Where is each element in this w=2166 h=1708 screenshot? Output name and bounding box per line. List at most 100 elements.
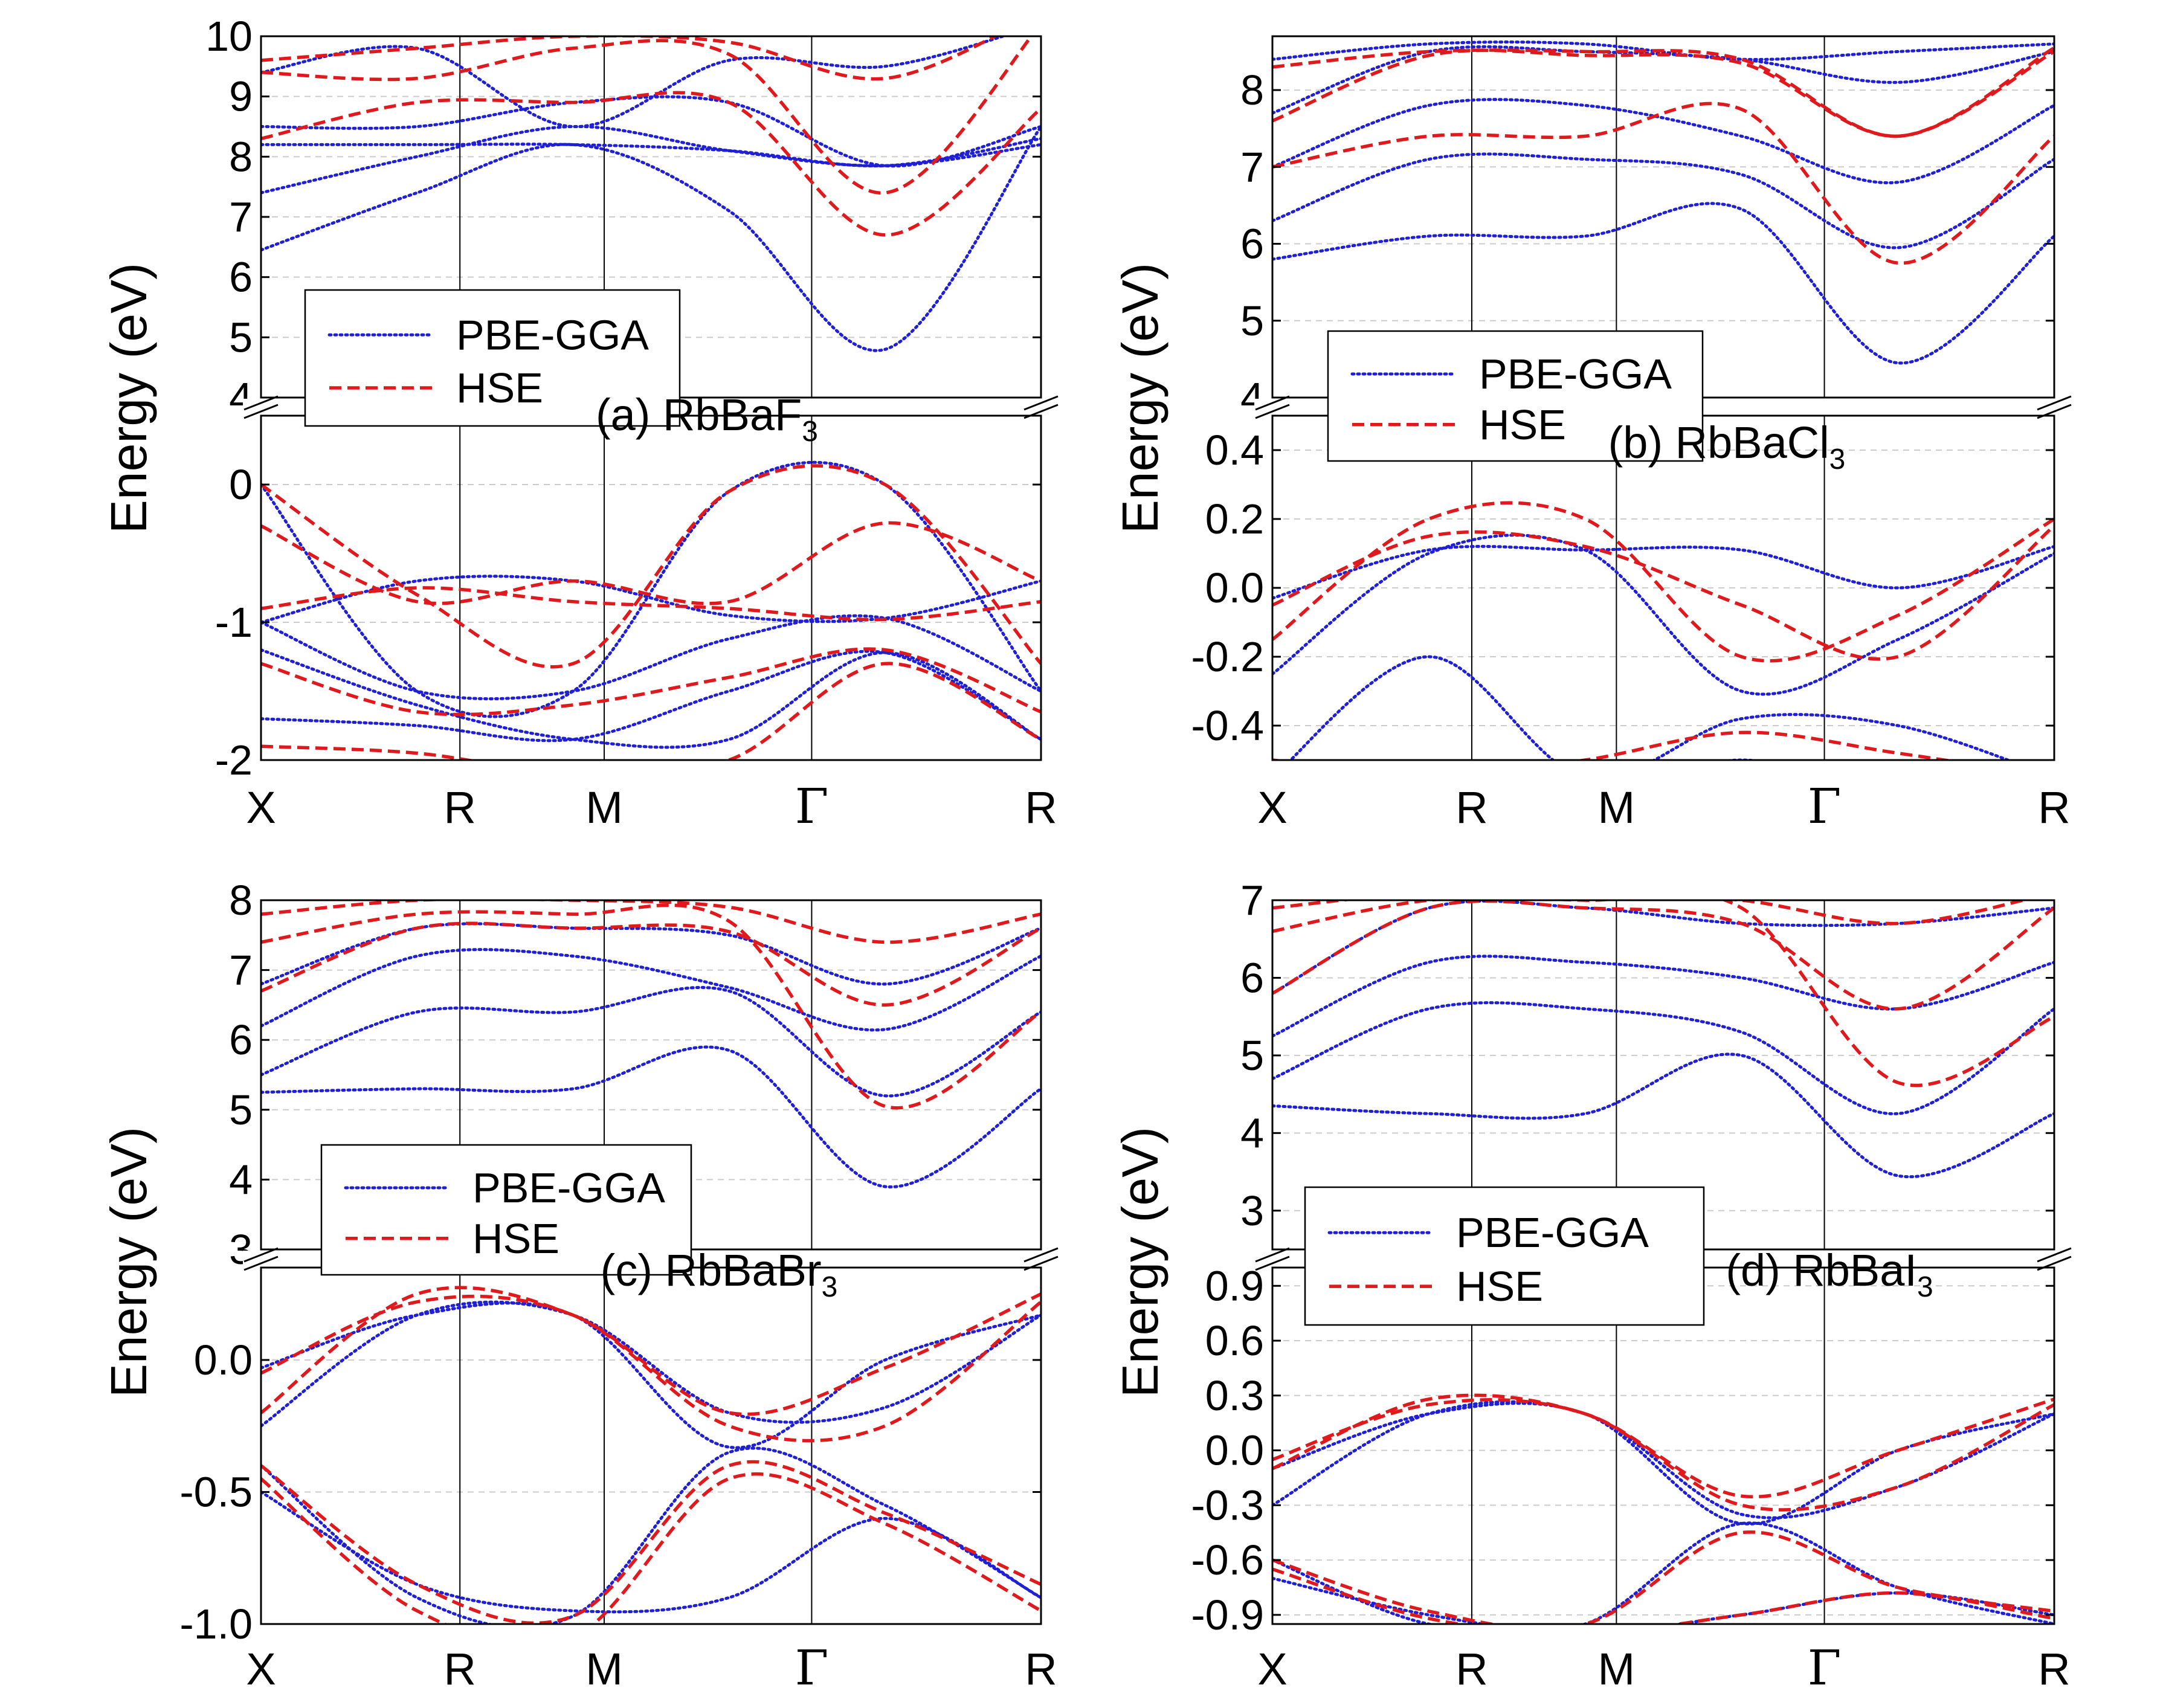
pbe-band [1272,1402,2054,1526]
hse-band [1272,900,2054,1088]
pbe-band [261,614,1041,701]
panel-3: 3 4 5 6 7 8 -1.0 -0.5 0.0 X R M Γ R Energy (eV) PBE-GGA… [100,877,1059,1696]
legend-box [304,289,681,427]
upper-bands [261,36,1041,352]
ytick-label: 0.0 [194,1336,253,1384]
hse-band [1272,1398,2054,1512]
pbe-band [261,649,1041,743]
axis-break [2037,404,2072,419]
panel-title-main: (b) RbBaCl [1608,417,1829,468]
axis-break [1255,1247,1290,1263]
hse-band [261,36,999,81]
axis-break [2037,395,2072,411]
axis-break [2037,1255,2072,1271]
hse-band [261,1472,1041,1624]
hse-band [261,91,1041,237]
panel-title-main: (a) RbBaF [596,390,802,440]
hse-band [1272,48,2054,138]
panel-title: (d) RbBaI3 [1726,1245,1933,1303]
pbe-band [1721,758,1763,760]
pbe-band [1272,98,2054,184]
hse-band [261,521,1041,605]
lower-bands [1272,1393,2054,1624]
kpoint-label: Γ [795,778,829,834]
ytick-label: 4 [1240,1109,1264,1156]
kpoint-label: M [585,782,623,833]
kpoint-label: R [1455,782,1488,833]
axis-break [243,1255,279,1271]
panel-title-subscript: 3 [802,416,818,448]
ytick-label: 0.0 [1205,1427,1264,1474]
hse-band [261,662,1041,760]
ytick-label: -1 [215,599,253,646]
panel-title: (c) RbBaBr3 [601,1245,838,1303]
legend-pbe-label: PBE-GGA [1456,1209,1649,1256]
legend-hse-label: HSE [1479,401,1566,448]
panel-title-subscript: 3 [1829,443,1846,475]
kpoint-label: X [1257,1644,1287,1694]
kpoint-label: R [1455,1644,1488,1694]
ytick-label: 0.3 [1205,1372,1264,1419]
kpoint-label: X [246,1644,276,1694]
kpoint-label: Γ [1808,1640,1842,1696]
axis-break [1023,395,1059,411]
kpoint-label: M [1598,782,1636,833]
pbe-band [1272,900,2054,995]
ytick-label: 8 [1240,66,1264,114]
kpoint-label: Γ [1808,778,1842,834]
kpoint-label: R [443,1644,475,1694]
pbe-band [261,1300,1041,1428]
ytick-label: 0 [229,461,253,508]
axis-break [1255,404,1290,419]
panel-title: (a) RbBaF3 [596,390,818,448]
axis-break [1255,1255,1290,1271]
pbe-band [261,137,1041,168]
kpoint-label: Γ [795,1640,829,1696]
hse-band [261,900,1041,944]
kpoint-label: R [443,782,475,833]
ytick-label: 7 [1240,877,1264,924]
ytick-label: 5 [1240,1032,1264,1079]
ytick-label: 6 [229,254,253,301]
axis-break [1023,1247,1059,1263]
lower-bands [261,1286,1041,1624]
ytick-label: 5 [229,314,253,361]
panel-title-subscript: 3 [1917,1271,1933,1303]
kpoint-label: R [1025,782,1057,833]
ytick-label: 5 [229,1086,253,1133]
pbe-band [1272,202,2054,365]
pbe-band [1288,655,2013,760]
hse-band [261,647,1041,717]
legend-box [1304,1186,1705,1326]
pbe-band [1272,1052,2054,1179]
hse-band [261,921,1041,1007]
pbe-band [261,948,1041,1032]
pbe-band [261,124,1041,195]
kpoint-label: R [1025,1644,1057,1694]
pbe-band [261,125,1041,352]
axis-break [1255,395,1290,411]
ytick-label: 0.0 [1205,564,1264,611]
ytick-label: 9 [229,73,253,120]
legend-hse-label: HSE [1456,1263,1543,1310]
ytick-label: 8 [229,133,253,180]
legend-hse-label: HSE [472,1215,559,1262]
pbe-band [261,1446,1041,1624]
axis-break [1023,1255,1059,1271]
ytick-label: 0.9 [1205,1262,1264,1309]
ytick-label: 7 [229,947,253,994]
lower-bands [261,460,1041,760]
kpoint-label: X [246,782,276,833]
ytick-label: 0.4 [1205,427,1264,474]
upper-bands [1272,900,2054,1179]
ytick-label: -0.6 [1191,1536,1264,1584]
pbe-band [1272,544,2054,600]
hse-band [261,1460,1041,1624]
axis-break [1023,404,1059,419]
ytick-label: -0.2 [1191,633,1264,680]
upper-bands [1272,40,2054,365]
pbe-band [1272,1001,2054,1115]
